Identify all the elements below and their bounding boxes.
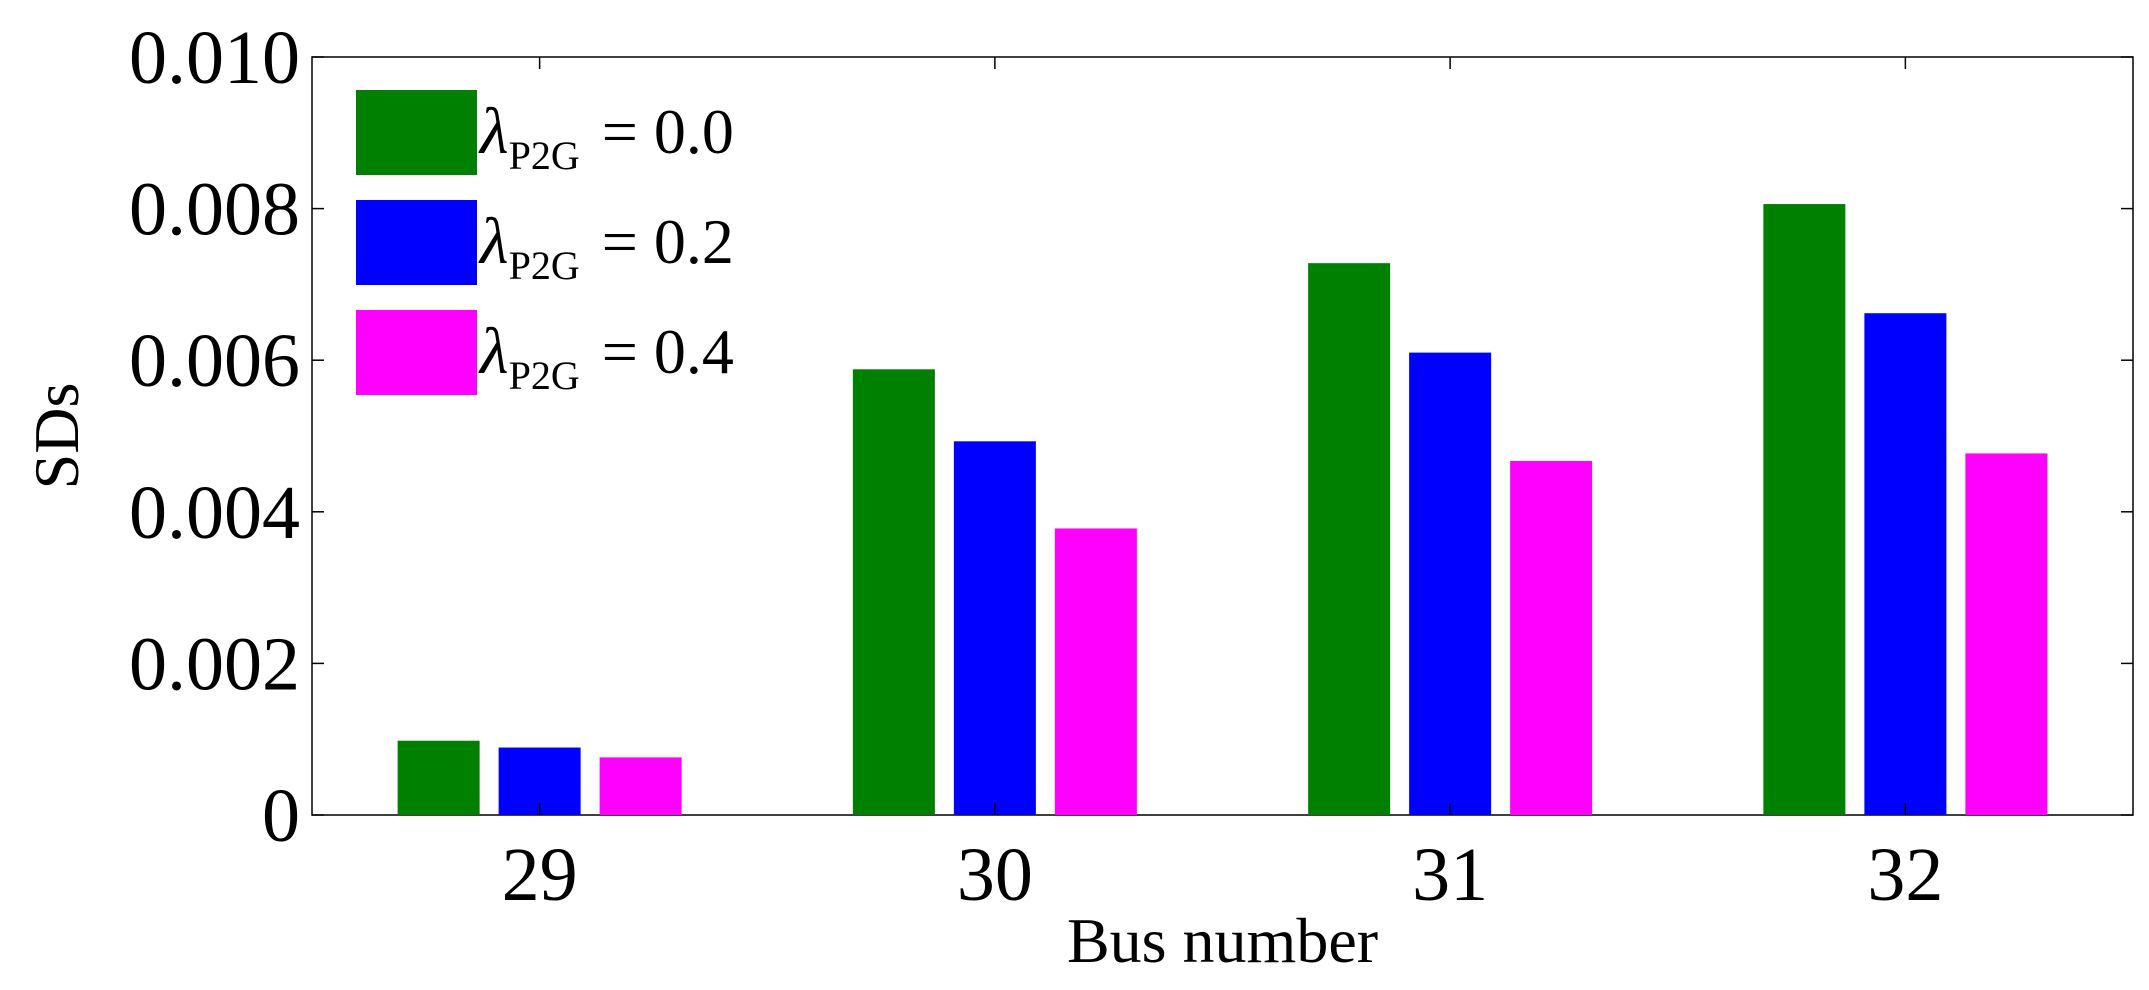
y-axis-title: SDs xyxy=(21,383,92,490)
plot-border xyxy=(311,56,2134,816)
legend-swatch xyxy=(356,200,477,285)
bar xyxy=(1510,461,1593,815)
x-axis: 29 30 31 32 xyxy=(502,57,1943,917)
bar xyxy=(852,369,935,815)
y-tick-label: 0.008 xyxy=(129,168,300,252)
y-tick-label: 0.002 xyxy=(129,622,300,706)
bar xyxy=(1763,204,1846,815)
bars-group xyxy=(397,204,2048,815)
x-tick-label: 32 xyxy=(1867,833,1943,917)
plot-area xyxy=(311,56,2134,816)
y-tick-label: 0.006 xyxy=(129,319,300,403)
bar xyxy=(1409,352,1492,815)
bar xyxy=(1054,528,1137,815)
legend-label: λP2G = 0.4 xyxy=(478,315,734,398)
legend-swatch xyxy=(356,310,477,395)
x-tick-label: 31 xyxy=(1412,833,1488,917)
bar xyxy=(1965,453,2048,815)
bar xyxy=(1864,313,1947,815)
legend-label: λP2G = 0.0 xyxy=(478,95,734,178)
y-tick-label: 0.004 xyxy=(129,471,300,555)
bar xyxy=(599,757,682,815)
y-tick-label: 0.010 xyxy=(129,16,300,100)
y-axis: 0 0.002 0.004 0.006 0.008 0.010 xyxy=(129,16,2133,858)
legend: λP2G = 0.0 λP2G = 0.2 λP2G = 0.4 xyxy=(356,90,734,398)
y-tick-label: 0 xyxy=(262,774,300,858)
legend-swatch xyxy=(356,90,477,175)
bar xyxy=(397,740,480,815)
bar xyxy=(953,441,1036,815)
legend-label: λP2G = 0.2 xyxy=(478,205,734,288)
x-tick-label: 30 xyxy=(957,833,1033,917)
x-axis-title: Bus number xyxy=(1067,905,1378,976)
x-tick-label: 29 xyxy=(502,833,578,917)
bar xyxy=(1308,263,1391,815)
